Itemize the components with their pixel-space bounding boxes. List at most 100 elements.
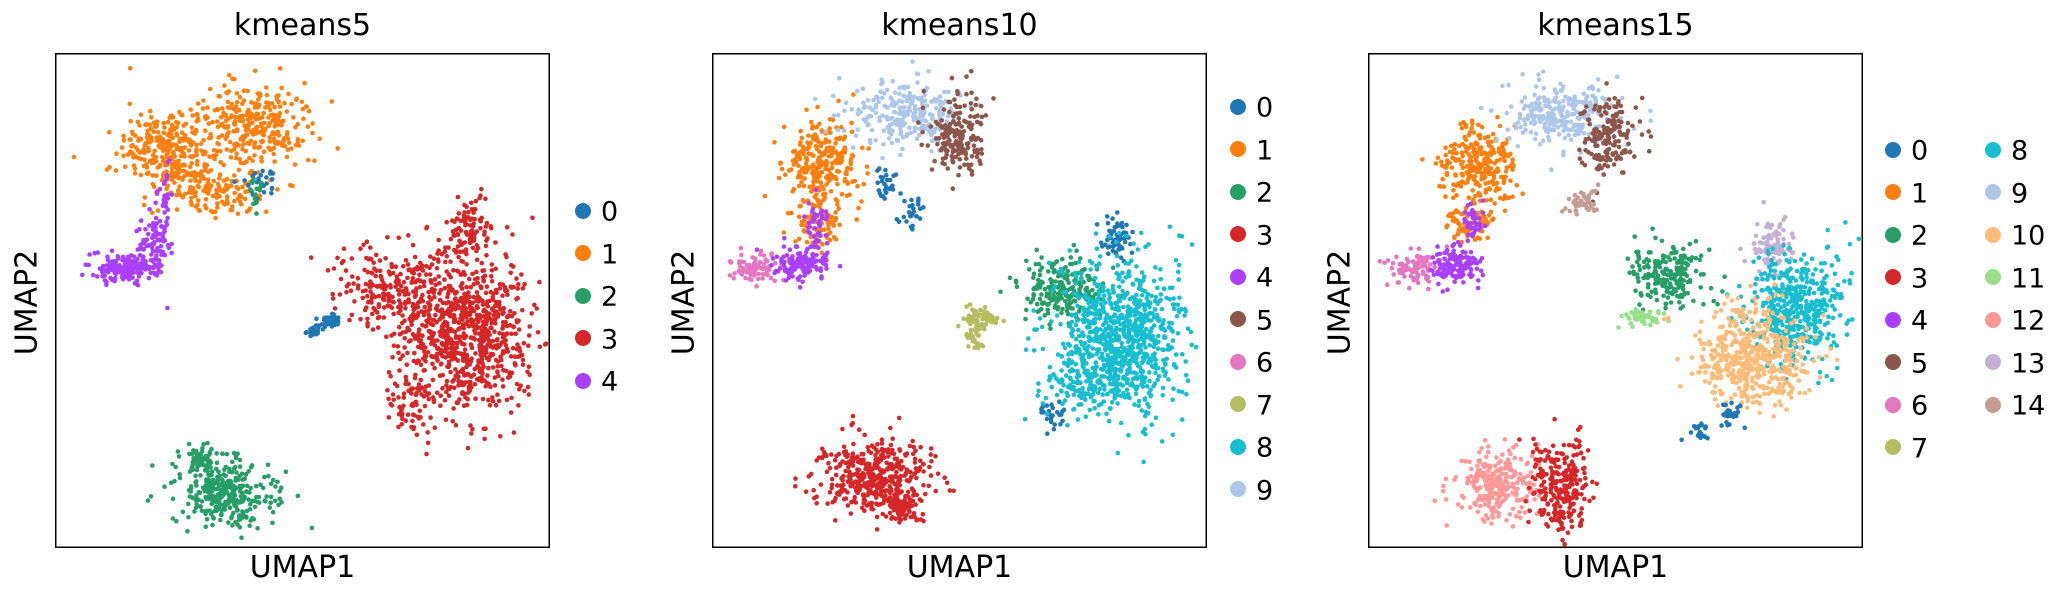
scatter-point: [1143, 409, 1149, 415]
scatter-point: [1053, 295, 1059, 301]
scatter-point: [261, 110, 266, 116]
scatter-point: [458, 369, 464, 374]
scatter-point: [812, 175, 817, 180]
scatter-point: [244, 112, 249, 118]
scatter-point: [1037, 296, 1043, 302]
scatter-point: [479, 375, 484, 380]
scatter-point: [448, 283, 453, 289]
scatter-point: [396, 424, 401, 430]
scatter-point: [1102, 387, 1107, 392]
scatter-point: [810, 187, 815, 193]
scatter-point: [205, 468, 210, 474]
scatter-point: [832, 174, 838, 180]
scatter-point: [1147, 334, 1153, 340]
scatter-point: [277, 488, 282, 494]
scatter-point: [449, 287, 455, 293]
scatter-point: [173, 142, 179, 148]
scatter-point: [1158, 267, 1163, 272]
scatter-point: [1101, 309, 1107, 315]
scatter-point: [760, 276, 765, 281]
scatter-point: [472, 327, 478, 332]
scatter-point: [449, 305, 455, 311]
scatter-point: [245, 88, 250, 94]
scatter-point: [150, 173, 155, 178]
scatter-point: [954, 104, 960, 110]
scatter-point: [213, 499, 219, 504]
scatter-point: [337, 292, 343, 297]
scatter-point: [260, 168, 265, 174]
scatter-point: [443, 417, 449, 423]
scatter-point: [801, 183, 807, 189]
scatter-point: [1071, 298, 1077, 303]
scatter-point: [462, 219, 468, 224]
scatter-point: [984, 319, 990, 324]
scatter-point: [208, 460, 214, 466]
scatter-point: [421, 422, 426, 427]
scatter-point: [254, 200, 259, 205]
scatter-point: [1036, 261, 1042, 267]
scatter-point: [154, 189, 159, 195]
scatter-point: [841, 137, 846, 142]
scatter-point: [198, 170, 204, 175]
scatter-point: [901, 214, 907, 220]
scatter-point: [330, 291, 336, 297]
scatter-point: [439, 314, 444, 320]
scatter-point: [153, 200, 158, 206]
scatter-point: [162, 484, 167, 490]
scatter-point: [799, 179, 804, 185]
scatter-point: [1147, 343, 1152, 348]
scatter-point: [218, 160, 223, 165]
scatter-point: [104, 263, 110, 268]
scatter-point: [1106, 251, 1111, 256]
scatter-point: [223, 118, 229, 124]
scatter-point: [114, 151, 119, 156]
scatter-point: [1037, 268, 1043, 273]
scatter-point: [968, 162, 974, 167]
scatter-point: [148, 108, 153, 114]
scatter-point: [207, 452, 212, 457]
scatter-point: [1073, 345, 1078, 350]
scatter-point: [1045, 307, 1050, 313]
scatter-point: [904, 95, 910, 100]
scatter-point: [838, 150, 844, 156]
scatter-point: [453, 373, 458, 379]
scatter-point: [462, 342, 467, 347]
scatter-point: [194, 479, 199, 484]
scatter-point: [965, 145, 971, 150]
scatter-point: [242, 178, 247, 183]
scatter-point: [134, 228, 139, 234]
scatter-point: [248, 502, 253, 507]
legend-item: 4: [575, 366, 618, 398]
scatter-point: [521, 340, 527, 346]
scatter-point: [1126, 432, 1131, 438]
scatter-point: [100, 263, 106, 269]
scatter-point: [947, 121, 953, 127]
scatter-point: [1171, 386, 1176, 392]
scatter-point: [824, 182, 829, 187]
scatter-point: [461, 300, 467, 305]
scatter-point: [186, 139, 192, 145]
scatter-point: [1050, 288, 1055, 293]
scatter-point: [472, 206, 478, 212]
scatter-point: [1106, 323, 1112, 329]
scatter-point: [403, 418, 409, 424]
scatter-point: [991, 96, 996, 101]
scatter-point: [176, 454, 182, 459]
scatter-point: [1100, 244, 1105, 249]
scatter-point: [797, 263, 802, 268]
scatter-point: [920, 129, 925, 135]
scatter-point: [155, 129, 161, 135]
legend-label: 4: [601, 366, 619, 398]
scatter-point: [434, 266, 440, 271]
scatter-point: [249, 100, 254, 105]
scatter-point: [421, 283, 427, 289]
scatter-point: [221, 162, 226, 168]
scatter-point: [770, 256, 776, 261]
scatter-point: [286, 140, 292, 146]
scatter-point: [945, 166, 951, 171]
scatter-point: [828, 189, 834, 194]
scatter-point: [194, 501, 199, 507]
scatter-point: [216, 135, 221, 140]
scatter-point: [914, 136, 920, 142]
scatter-point: [399, 421, 405, 427]
